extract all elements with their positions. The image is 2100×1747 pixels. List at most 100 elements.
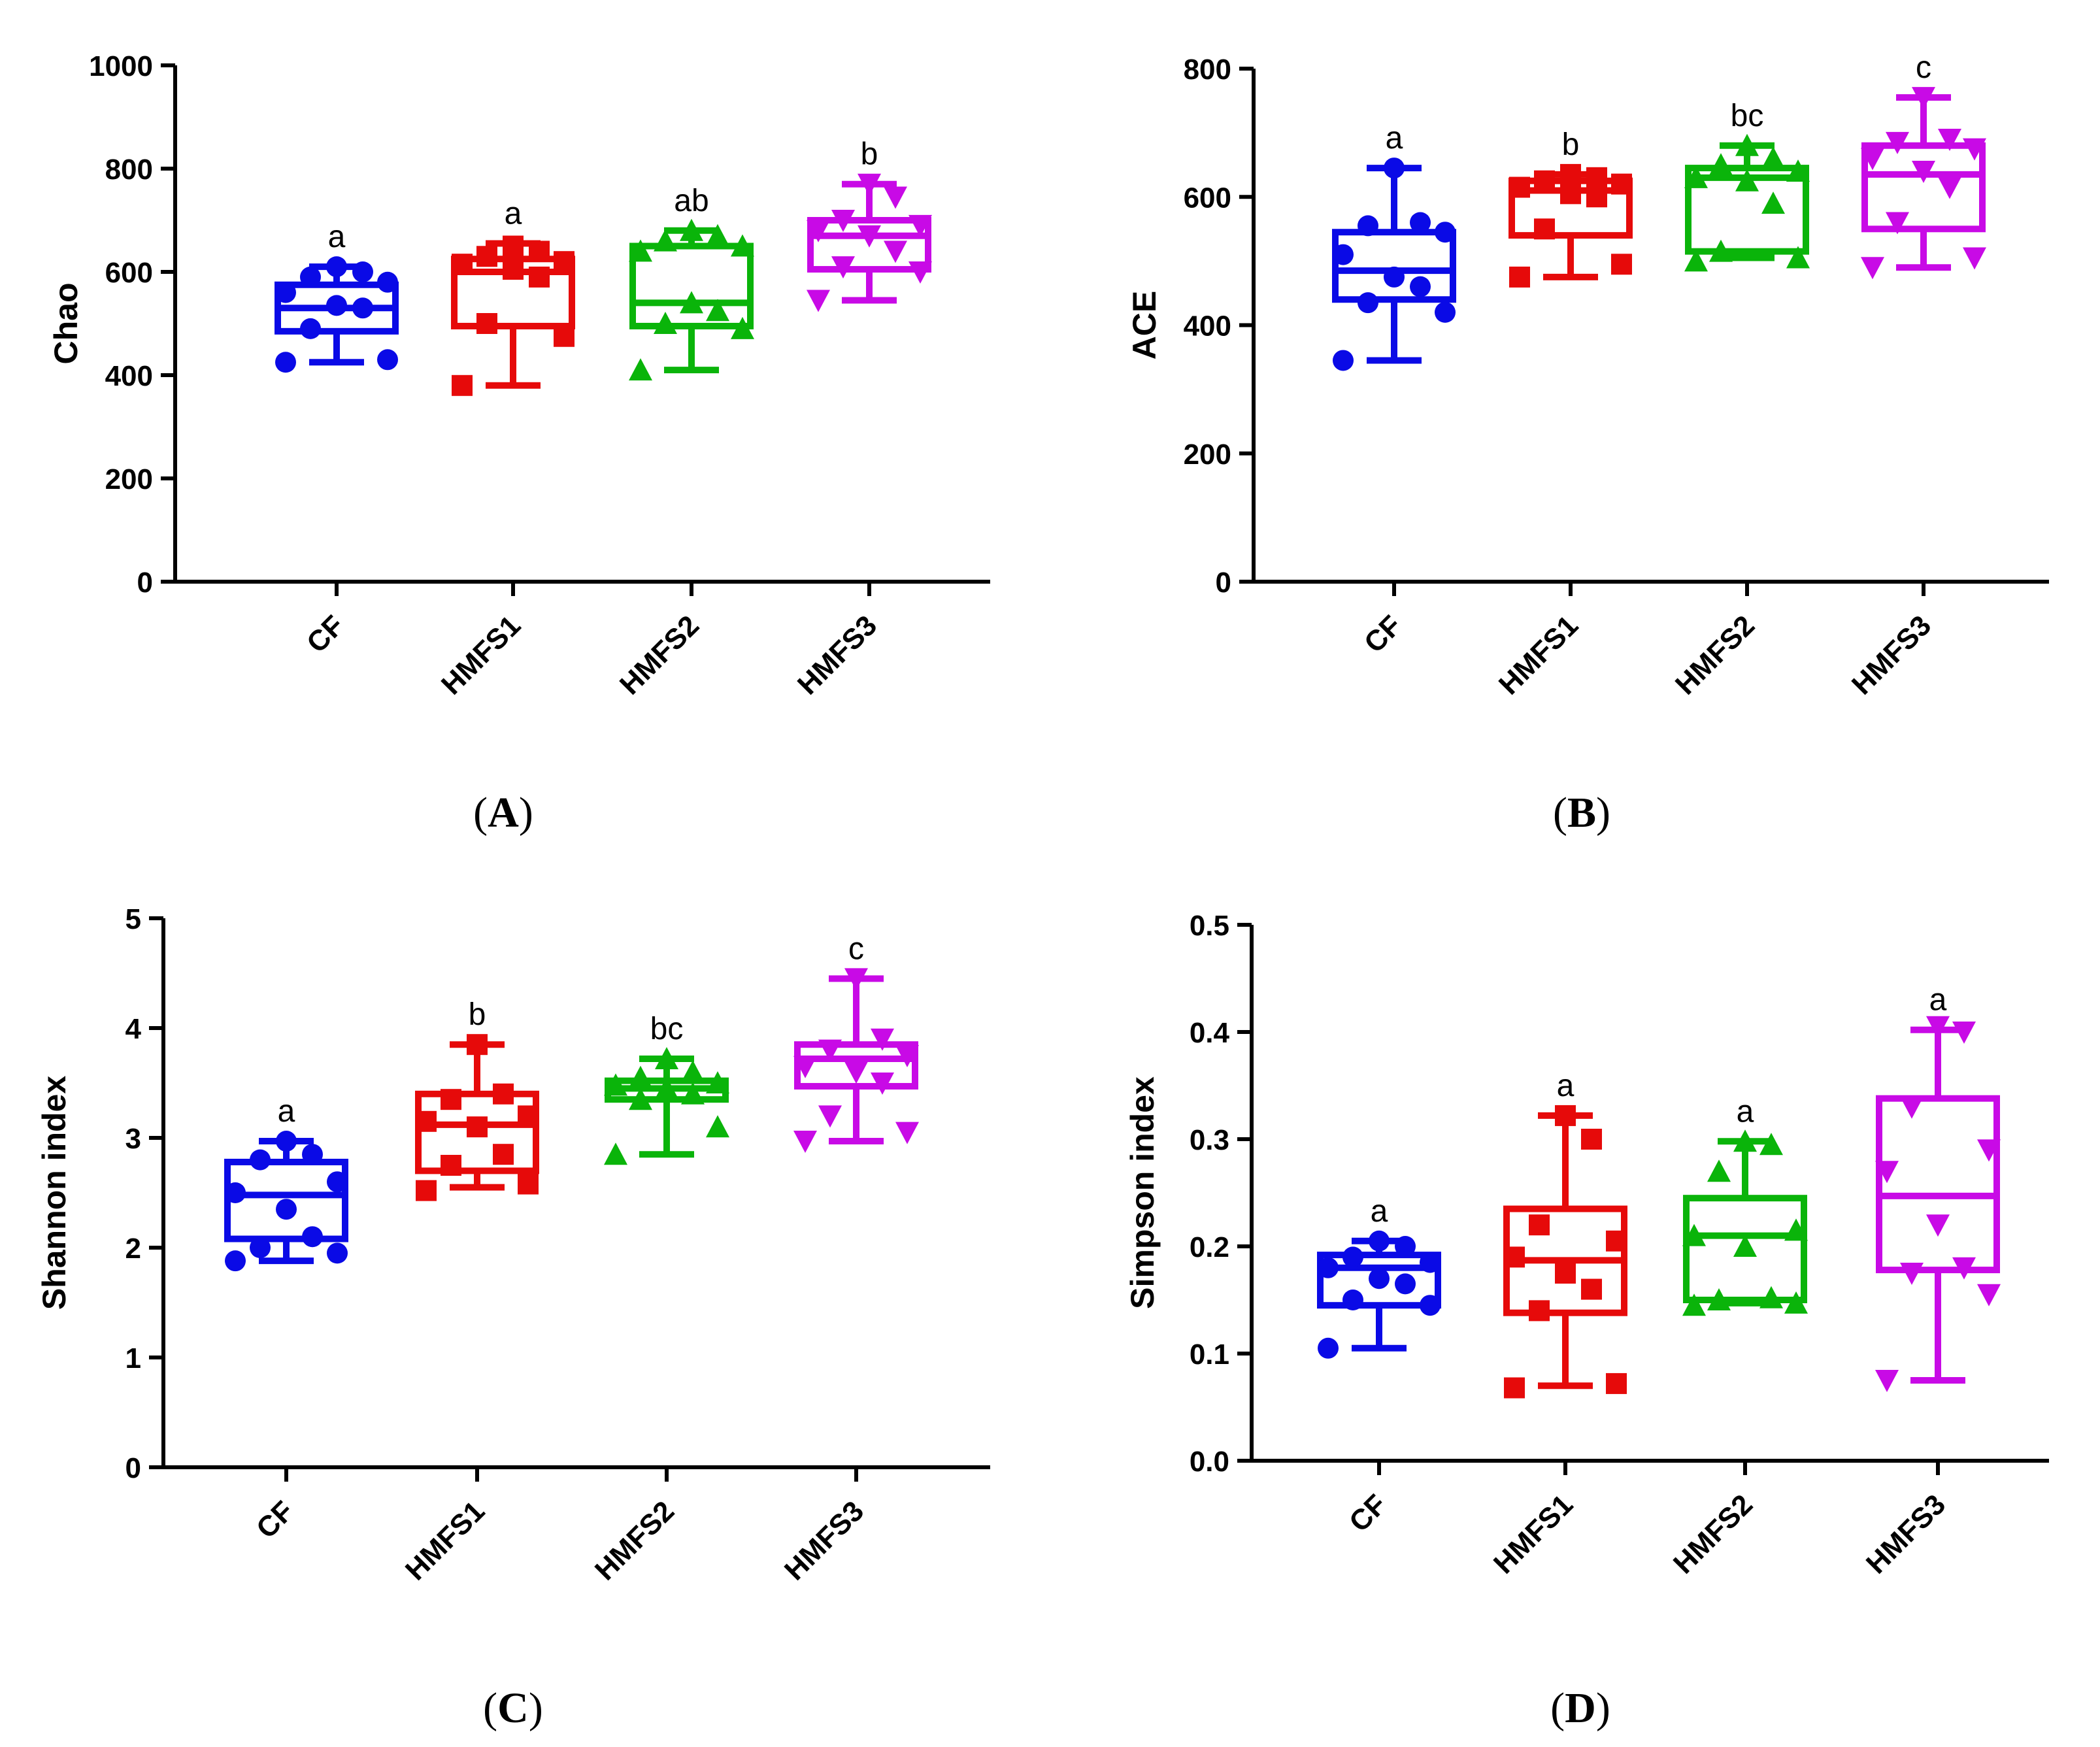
y-tick-label: 0 — [137, 567, 153, 599]
data-point — [706, 224, 729, 246]
data-point — [807, 290, 830, 312]
data-point — [300, 318, 321, 339]
data-point — [275, 282, 296, 303]
data-point — [377, 349, 398, 371]
iqr-box — [1861, 142, 1986, 233]
data-point — [1900, 1096, 1924, 1119]
significance-letter: ab — [674, 184, 708, 218]
y-tick-label: 600 — [105, 257, 153, 289]
data-point — [1395, 1236, 1416, 1257]
box-CF: a — [275, 220, 399, 373]
data-point — [1761, 146, 1785, 169]
data-point — [1912, 87, 1935, 110]
data-point — [1358, 292, 1378, 314]
data-point — [452, 374, 473, 396]
y-tick-label: 0.0 — [1190, 1446, 1229, 1478]
x-tick-label: HMFS1 — [399, 1495, 491, 1586]
data-point — [1963, 247, 1986, 270]
data-point — [441, 1155, 461, 1176]
x-tick-label: HMFS3 — [1860, 1488, 1952, 1580]
x-tick-label: HMFS2 — [1667, 1488, 1759, 1580]
data-point — [493, 1144, 514, 1165]
panel-caption: (A) — [473, 789, 533, 837]
data-point — [326, 295, 347, 316]
data-point — [225, 1182, 246, 1203]
y-tick-label: 5 — [125, 903, 141, 935]
y-tick-label: 200 — [105, 463, 153, 495]
y-axis-label: Simpson index — [1124, 1076, 1161, 1309]
iqr-box — [415, 1090, 539, 1174]
data-point — [1384, 158, 1405, 179]
data-point — [1586, 167, 1607, 188]
data-point — [503, 235, 524, 257]
data-point — [1707, 1159, 1731, 1182]
iqr-box — [1876, 1095, 2000, 1274]
significance-letter: a — [1371, 1194, 1388, 1229]
data-point — [1333, 244, 1354, 265]
data-point — [681, 1060, 705, 1083]
y-tick-label: 0 — [1216, 567, 1231, 599]
significance-letter: a — [328, 220, 346, 254]
data-point — [1581, 1129, 1602, 1150]
iqr-box — [794, 1041, 918, 1090]
box-HMFS2: bc — [1684, 99, 1810, 272]
x-tick-label: HMFS2 — [589, 1495, 680, 1586]
box-CF: a — [1317, 1194, 1441, 1359]
data-point — [250, 1149, 271, 1171]
x-tick-label: CF — [1343, 1488, 1393, 1538]
panel-caption: (D) — [1550, 1684, 1610, 1732]
data-point — [731, 234, 754, 257]
data-point — [655, 1076, 678, 1099]
data-point — [276, 1131, 297, 1152]
data-point — [844, 1061, 868, 1084]
data-point — [1435, 301, 1456, 323]
data-point — [1977, 1139, 2001, 1162]
significance-letter: a — [1737, 1094, 1754, 1129]
data-point — [1733, 1235, 1757, 1257]
x-tick-label: CF — [301, 609, 350, 659]
x-tick-label: CF — [250, 1495, 300, 1544]
data-point — [1875, 1161, 1899, 1184]
x-tick-label: HMFS3 — [778, 1495, 870, 1586]
box-HMFS1: a — [1503, 1069, 1627, 1399]
iqr-box — [1685, 165, 1809, 255]
data-point — [706, 1115, 729, 1138]
data-point — [1759, 1133, 1783, 1156]
data-point — [276, 1199, 297, 1220]
data-point — [654, 229, 677, 252]
data-point — [326, 256, 347, 278]
significance-letter: a — [1557, 1069, 1575, 1103]
data-point — [467, 1116, 488, 1138]
significance-letter: a — [278, 1094, 295, 1129]
data-point — [1733, 1129, 1757, 1152]
data-point — [377, 271, 398, 293]
data-point — [1606, 1373, 1627, 1394]
data-point — [1560, 163, 1581, 185]
data-point — [1926, 1214, 1950, 1237]
data-point — [1555, 1263, 1576, 1284]
data-point — [831, 210, 855, 232]
data-point — [1586, 186, 1607, 208]
data-point — [1342, 1289, 1363, 1310]
data-point — [1912, 161, 1935, 183]
iqr-box — [1683, 1195, 1807, 1303]
data-point — [1926, 1016, 1950, 1039]
data-point — [493, 1083, 514, 1105]
data-point — [1709, 239, 1733, 262]
data-point — [629, 358, 652, 381]
data-point — [1786, 159, 1810, 182]
data-point — [1938, 176, 1961, 199]
data-point — [655, 1047, 678, 1070]
data-point — [467, 1034, 488, 1056]
data-point — [1534, 218, 1555, 240]
significance-letter: c — [848, 931, 864, 966]
data-point — [1529, 1300, 1550, 1322]
data-point — [1410, 276, 1431, 297]
data-point — [604, 1073, 627, 1096]
data-point — [302, 1144, 323, 1165]
data-point — [895, 1122, 919, 1144]
y-tick-label: 0.1 — [1190, 1339, 1229, 1371]
data-point — [1504, 1246, 1525, 1268]
y-tick-label: 600 — [1184, 182, 1231, 214]
x-tick-label: CF — [1358, 609, 1408, 659]
